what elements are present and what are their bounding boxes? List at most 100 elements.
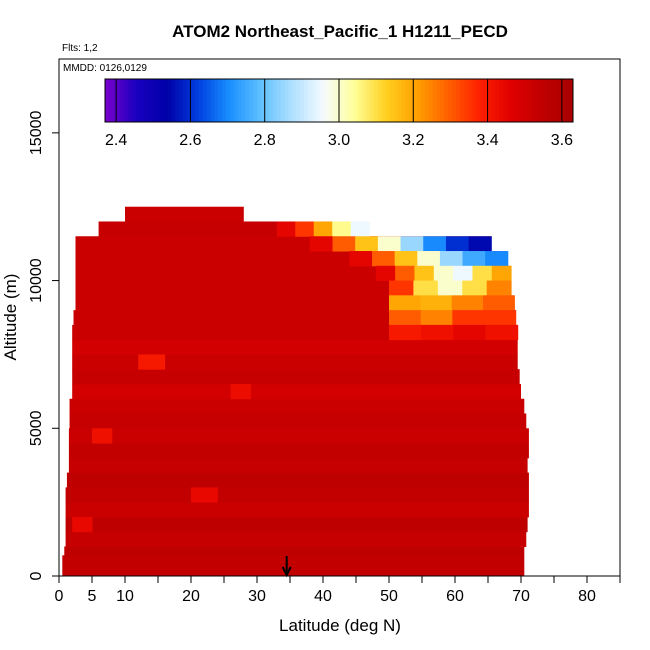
heatmap-cell-0-2 [313, 221, 333, 237]
heatmap-row-7 [68, 457, 528, 474]
colorbar-segment [323, 79, 328, 122]
colorbar-segment [561, 79, 566, 122]
heatmap-cell-6-1 [420, 310, 453, 326]
colorbar-segment [214, 79, 219, 122]
heatmap-cell-2-6 [485, 251, 509, 267]
colorbar-segment [374, 79, 379, 122]
colorbar-segment [502, 79, 508, 122]
y-tick-label: 10000 [28, 258, 45, 303]
colorbar-segment [124, 79, 129, 122]
colorbar-tick-label: 3.0 [328, 132, 350, 149]
heatmap-cell-3-3 [433, 265, 454, 282]
colorbar-segment [487, 79, 492, 122]
colorbar-segment [276, 79, 281, 122]
heatmap-cell-5-0 [389, 295, 421, 311]
plot-frame [58, 58, 621, 577]
colorbar-segment [452, 79, 457, 122]
x-axis-label: Latitude (deg N) [279, 616, 401, 635]
colorbar-segment [186, 79, 192, 122]
colorbar-segment [108, 79, 114, 122]
colorbar-segment [331, 79, 336, 122]
colorbar-segment [424, 79, 430, 122]
heatmap-cell-10-0 [191, 487, 218, 503]
heatmap-cell-0-3 [332, 221, 352, 237]
heatmap-row-10 [69, 413, 527, 429]
heatmap-cell-3-6 [491, 265, 512, 282]
heatmap-cell-1-4 [400, 236, 424, 252]
colorbar-segment [233, 79, 238, 122]
heatmap-cell-6-0 [389, 310, 422, 326]
colorbar-segment [202, 79, 207, 122]
colorbar-tick-label: 2.8 [254, 132, 276, 149]
colorbar-segment [354, 79, 359, 122]
y-axis-label: Altitude (m) [1, 274, 20, 361]
colorbar-segment [510, 79, 515, 122]
colorbar-segment [463, 79, 469, 122]
colorbar-segment [167, 79, 172, 122]
colorbar-segment [420, 79, 426, 122]
y-tick-label: 5000 [28, 410, 45, 446]
colorbar-segment [268, 79, 274, 122]
marker-arrow-head [281, 566, 292, 578]
heatmap-cell-2-2 [394, 251, 418, 267]
heatmap-cell-0-4 [350, 221, 370, 237]
colorbar-tick-label: 2.4 [105, 132, 127, 149]
colorbar-segment [120, 79, 125, 122]
colorbar-segment [491, 79, 496, 122]
colorbar-segment [440, 79, 445, 122]
heatmap-cell-2-3 [417, 251, 441, 267]
colorbar-segment [206, 79, 211, 122]
colorbar-segment [253, 79, 258, 122]
colorbar-segment [342, 79, 348, 122]
heatmap-cell-7-2 [453, 324, 487, 341]
heatmap-row-2 [65, 531, 527, 547]
colorbar-segment [514, 79, 519, 122]
heatmap-cell-3-0 [375, 265, 396, 282]
heatmap-cell-1-7 [468, 236, 492, 252]
y-tick-label: 15000 [28, 111, 45, 156]
colorbar-segment [417, 79, 422, 122]
x-tick-label: 70 [512, 588, 530, 605]
colorbar-segment [565, 79, 570, 122]
heatmap-cell-7-3 [485, 324, 519, 341]
colorbar-segment [350, 79, 355, 122]
colorbar-segment [136, 79, 141, 122]
colorbar-segment [307, 79, 313, 122]
heatmap-cell-1-2 [355, 236, 379, 252]
heatmap-row-5 [65, 487, 529, 503]
marker-arrow [281, 556, 292, 578]
colorbar-segment [381, 79, 387, 122]
heatmap-cell-3-1 [395, 265, 415, 282]
colorbar-segment [358, 79, 363, 122]
colorbar-segment [409, 79, 414, 122]
colorbar-segment [222, 79, 227, 122]
colorbar-segment [311, 79, 316, 122]
colorbar-segment [459, 79, 465, 122]
heatmap-cell-2-4 [439, 251, 464, 267]
colorbar-segment [495, 79, 500, 122]
colorbar-segment [261, 79, 266, 122]
colorbar-segment [171, 79, 176, 122]
colorbar-segment [179, 79, 184, 122]
colorbar-segment [456, 79, 461, 122]
heatmap-row-1 [64, 546, 525, 556]
heatmap-cell-12-0 [72, 516, 93, 533]
heatmap-row-4 [65, 502, 529, 518]
colorbar-segment [405, 79, 410, 122]
colorbar-segment [471, 79, 476, 122]
chart-title: ATOM2 Northeast_Pacific_1 H1211_PECD [172, 22, 508, 41]
heatmap-row-24 [125, 206, 244, 222]
heatmap-cell-0-1 [295, 221, 315, 237]
colorbar-segment [335, 79, 340, 122]
heatmap-cell-4-3 [462, 280, 488, 296]
colorbar-segment [401, 79, 406, 122]
colorbar-segment [140, 79, 145, 122]
heatmap-row-3 [65, 516, 528, 533]
heatmap-cell-7-1 [421, 324, 454, 341]
heatmap-cell-5-1 [420, 295, 453, 311]
colorbar-segment [378, 79, 383, 122]
colorbar-segment [159, 79, 164, 122]
colorbar-segment [319, 79, 324, 122]
x-tick-label: 20 [182, 588, 200, 605]
